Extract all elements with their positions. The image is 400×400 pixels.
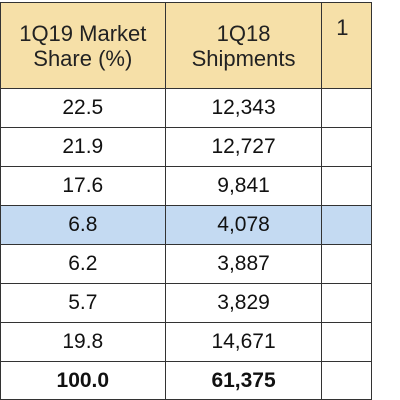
shipments-cell: 9,841 bbox=[164, 166, 323, 206]
table-row: 19.8 14,671 bbox=[0, 322, 372, 362]
market-share-cell: 21.9 bbox=[0, 127, 166, 167]
market-share-header-line2: Share (%) bbox=[33, 45, 133, 71]
table-row: 6.2 3,887 bbox=[0, 244, 372, 284]
shipments-column-header: 1Q18 Shipments bbox=[164, 2, 323, 89]
table-row: 22.5 12,343 bbox=[0, 88, 372, 128]
market-share-cell: 22.5 bbox=[0, 88, 166, 128]
shipments-cell: 4,078 bbox=[164, 205, 323, 245]
shipments-cell: 12,727 bbox=[164, 127, 323, 167]
shipments-cell: 3,887 bbox=[164, 244, 323, 284]
market-share-cell: 5.7 bbox=[0, 283, 166, 323]
next-column-cell bbox=[321, 361, 372, 400]
next-column-cell bbox=[321, 88, 372, 128]
market-share-cell: 17.6 bbox=[0, 166, 166, 206]
shipments-cell: 3,829 bbox=[164, 283, 323, 323]
market-share-table: 1Q19 Market Share (%) 1Q18 Shipments 1 2… bbox=[0, 2, 372, 400]
shipments-cell: 61,375 bbox=[164, 361, 323, 400]
market-share-cell: 19.8 bbox=[0, 322, 166, 362]
next-column-header: 1 bbox=[321, 2, 372, 89]
next-column-cell bbox=[321, 166, 372, 206]
shipments-header-line1: 1Q18 bbox=[216, 20, 271, 46]
market-share-column-header: 1Q19 Market Share (%) bbox=[0, 2, 166, 89]
next-column-cell bbox=[321, 127, 372, 167]
market-share-cell: 6.8 bbox=[0, 205, 166, 245]
market-share-cell: 6.2 bbox=[0, 244, 166, 284]
table-row: 5.7 3,829 bbox=[0, 283, 372, 323]
table-row: 21.9 12,727 bbox=[0, 127, 372, 167]
table-header-row: 1Q19 Market Share (%) 1Q18 Shipments 1 bbox=[0, 2, 372, 89]
market-share-header-line1: 1Q19 Market bbox=[19, 20, 147, 46]
shipments-header-line2: Shipments bbox=[191, 45, 296, 71]
next-column-cell bbox=[321, 283, 372, 323]
shipments-cell: 14,671 bbox=[164, 322, 323, 362]
market-share-cell: 100.0 bbox=[0, 361, 166, 400]
next-column-cell bbox=[321, 244, 372, 284]
next-column-cell bbox=[321, 205, 372, 245]
next-column-cell bbox=[321, 322, 372, 362]
next-column-header-text: 1 bbox=[336, 15, 349, 40]
total-row: 100.0 61,375 bbox=[0, 361, 372, 400]
shipments-cell: 12,343 bbox=[164, 88, 323, 128]
table-row: 6.8 4,078 bbox=[0, 205, 372, 245]
table-row: 17.6 9,841 bbox=[0, 166, 372, 206]
